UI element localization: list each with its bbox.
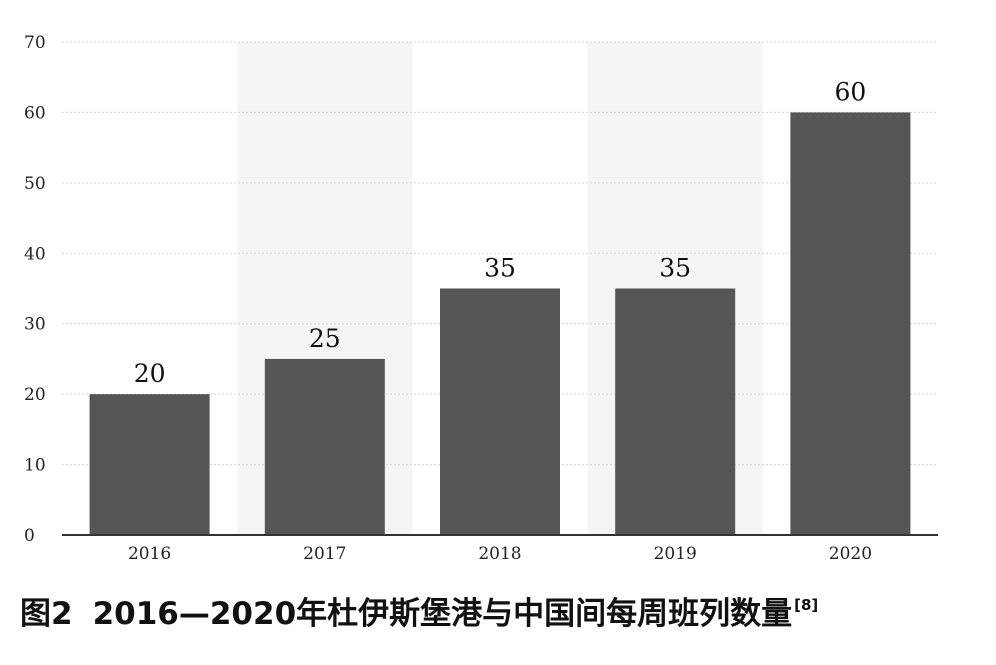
- data-label-2017: 25: [309, 324, 341, 353]
- y-tick-label: 10: [24, 456, 46, 476]
- bar-2019: [615, 288, 736, 535]
- data-label-2016: 20: [134, 359, 166, 388]
- reference-mark: [8]: [794, 596, 819, 614]
- figure-caption: 图2 2016—2020年杜伊斯堡港与中国间每周班列数量 [8]: [20, 588, 818, 633]
- y-tick-label: 40: [24, 244, 46, 264]
- x-tick-label: 2020: [829, 544, 872, 564]
- data-label-2020: 60: [834, 77, 866, 106]
- y-tick-label: 0: [24, 526, 35, 546]
- bar-2016: [89, 394, 210, 535]
- y-tick-label: 20: [24, 385, 46, 405]
- bars: [89, 112, 911, 535]
- y-tick-label: 70: [24, 33, 46, 53]
- y-tick-label: 50: [24, 174, 46, 194]
- data-label-2018: 35: [484, 254, 516, 283]
- x-tick-labels: 2016 2017 2018 2019 2020: [128, 544, 872, 564]
- x-tick-label: 2016: [128, 544, 171, 564]
- data-label-2019: 35: [659, 254, 691, 283]
- x-tick-label: 2017: [303, 544, 346, 564]
- bar-2017: [264, 358, 385, 535]
- value-labels: 20 25 35 35 60: [134, 77, 867, 388]
- y-tick-label: 60: [24, 103, 46, 123]
- y-tick-labels: 0 10 20 30 40 50 60 70: [24, 33, 46, 546]
- caption-text: 2016—2020年杜伊斯堡港与中国间每周班列数量: [92, 596, 793, 632]
- x-tick-label: 2018: [478, 544, 521, 564]
- bar-2018: [440, 288, 560, 535]
- x-tick-label: 2019: [654, 544, 697, 564]
- y-tick-label: 30: [24, 315, 46, 335]
- bar-2020: [790, 112, 911, 535]
- figure-number: 图2: [20, 596, 73, 632]
